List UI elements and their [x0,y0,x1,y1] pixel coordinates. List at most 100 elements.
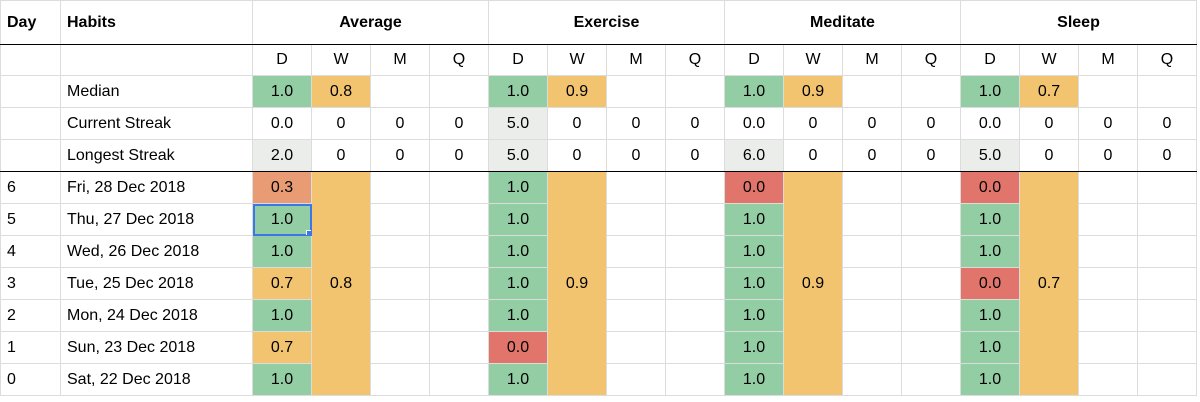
stat-value[interactable]: 5.0 [488,139,548,172]
average-monthly-cell[interactable] [370,331,430,364]
exercise-monthly-cell[interactable] [606,235,666,268]
average-quarterly-cell[interactable] [429,171,489,204]
exercise-period-w[interactable]: W [547,44,607,76]
meditate-monthly-cell[interactable] [842,299,902,332]
sleep-monthly-cell[interactable] [1078,299,1138,332]
exercise-daily-value[interactable]: 1.0 [488,267,548,300]
average-daily-value[interactable]: 1.0 [252,363,312,396]
average-daily-value[interactable]: 0.7 [252,267,312,300]
stat-value[interactable]: 0 [665,139,725,172]
stat-value[interactable]: 0 [1019,139,1079,172]
sleep-weekly-value[interactable]: 0.7 [1019,171,1079,396]
exercise-header[interactable]: Exercise [488,0,725,45]
sleep-daily-value[interactable]: 1.0 [960,299,1020,332]
stat-value[interactable]: 0.0 [724,107,784,140]
sleep-period-m[interactable]: M [1078,44,1138,76]
stat-value[interactable]: 0 [547,139,607,172]
sleep-monthly-cell[interactable] [1078,203,1138,236]
average-daily-value[interactable]: 1.0 [252,203,312,236]
stat-value[interactable]: 0.7 [1019,75,1079,108]
exercise-quarterly-cell[interactable] [665,235,725,268]
date-label[interactable]: Fri, 28 Dec 2018 [60,171,253,204]
meditate-daily-value[interactable]: 1.0 [724,299,784,332]
exercise-monthly-cell[interactable] [606,203,666,236]
meditate-monthly-cell[interactable] [842,235,902,268]
sleep-daily-value[interactable]: 0.0 [960,171,1020,204]
stat-value[interactable]: 0.9 [783,75,843,108]
stat-value[interactable]: 5.0 [488,107,548,140]
stat-value[interactable]: 0 [1137,107,1197,140]
date-label[interactable]: Wed, 26 Dec 2018 [60,235,253,268]
sleep-header[interactable]: Sleep [960,0,1197,45]
stat-value[interactable]: 0 [370,139,430,172]
stat-value[interactable]: 0 [606,139,666,172]
sleep-period-d[interactable]: D [960,44,1020,76]
average-quarterly-cell[interactable] [429,363,489,396]
average-monthly-cell[interactable] [370,235,430,268]
stat-value[interactable]: 5.0 [960,139,1020,172]
habits-empty-cell[interactable] [60,44,253,76]
meditate-period-d[interactable]: D [724,44,784,76]
day-number[interactable]: 6 [0,171,61,204]
average-quarterly-cell[interactable] [429,203,489,236]
meditate-daily-value[interactable]: 1.0 [724,267,784,300]
meditate-monthly-cell[interactable] [842,267,902,300]
exercise-quarterly-cell[interactable] [665,203,725,236]
exercise-daily-value[interactable]: 1.0 [488,235,548,268]
sleep-quarterly-cell[interactable] [1137,235,1197,268]
average-quarterly-cell[interactable] [429,299,489,332]
average-period-d[interactable]: D [252,44,312,76]
meditate-monthly-cell[interactable] [842,171,902,204]
day-cell[interactable] [0,75,61,108]
stat-value[interactable]: 1.0 [724,75,784,108]
average-monthly-cell[interactable] [370,267,430,300]
stat-value[interactable]: 0 [901,139,961,172]
stat-value[interactable]: 0 [429,107,489,140]
meditate-monthly-cell[interactable] [842,203,902,236]
average-daily-value[interactable]: 0.3 [252,171,312,204]
stat-value[interactable] [665,75,725,108]
meditate-quarterly-cell[interactable] [901,171,961,204]
exercise-monthly-cell[interactable] [606,363,666,396]
meditate-header[interactable]: Meditate [724,0,961,45]
stat-value[interactable]: 0 [429,139,489,172]
stat-label[interactable]: Longest Streak [60,139,253,172]
stat-value[interactable]: 0 [842,139,902,172]
exercise-period-d[interactable]: D [488,44,548,76]
sleep-quarterly-cell[interactable] [1137,203,1197,236]
exercise-quarterly-cell[interactable] [665,171,725,204]
sleep-period-q[interactable]: Q [1137,44,1197,76]
day-cell[interactable] [0,107,61,140]
meditate-daily-value[interactable]: 1.0 [724,235,784,268]
stat-value[interactable] [842,75,902,108]
meditate-daily-value[interactable]: 1.0 [724,363,784,396]
sleep-period-w[interactable]: W [1019,44,1079,76]
stat-value[interactable] [901,75,961,108]
exercise-monthly-cell[interactable] [606,267,666,300]
exercise-daily-value[interactable]: 1.0 [488,171,548,204]
meditate-quarterly-cell[interactable] [901,267,961,300]
stat-value[interactable]: 0 [665,107,725,140]
average-header[interactable]: Average [252,0,489,45]
average-period-m[interactable]: M [370,44,430,76]
exercise-daily-value[interactable]: 1.0 [488,363,548,396]
meditate-daily-value[interactable]: 0.0 [724,171,784,204]
stat-value[interactable] [606,75,666,108]
meditate-monthly-cell[interactable] [842,363,902,396]
average-quarterly-cell[interactable] [429,235,489,268]
day-number[interactable]: 2 [0,299,61,332]
day-number[interactable]: 1 [0,331,61,364]
exercise-period-q[interactable]: Q [665,44,725,76]
date-label[interactable]: Sun, 23 Dec 2018 [60,331,253,364]
stat-value[interactable]: 0 [547,107,607,140]
day-number[interactable]: 5 [0,203,61,236]
sleep-monthly-cell[interactable] [1078,331,1138,364]
day-cell[interactable] [0,139,61,172]
stat-value[interactable]: 1.0 [488,75,548,108]
meditate-quarterly-cell[interactable] [901,331,961,364]
sleep-daily-value[interactable]: 0.0 [960,267,1020,300]
average-daily-value[interactable]: 1.0 [252,299,312,332]
meditate-quarterly-cell[interactable] [901,235,961,268]
average-quarterly-cell[interactable] [429,331,489,364]
stat-value[interactable]: 0 [311,107,371,140]
